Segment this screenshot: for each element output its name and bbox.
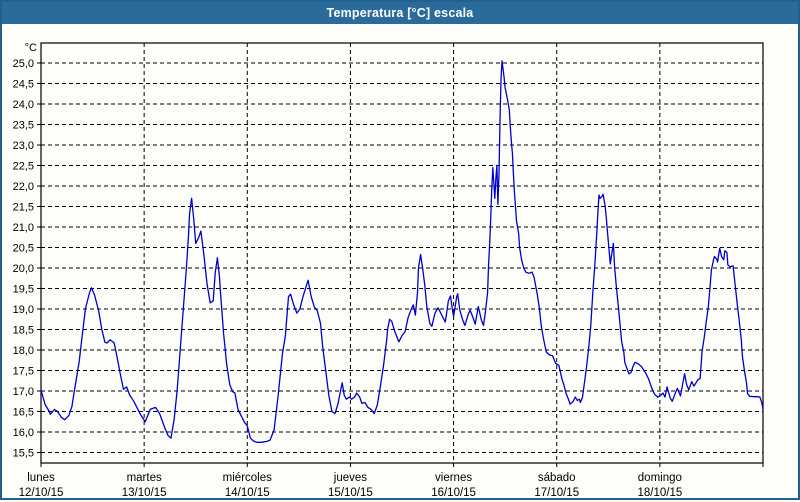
x-date-label: 16/10/15 (431, 487, 476, 499)
window-title: Temperatura [°C] escala (326, 6, 474, 20)
y-tick-label: 18,0 (13, 345, 34, 357)
y-tick-label: 16,0 (13, 427, 34, 439)
y-tick-label: 21,5 (13, 202, 34, 214)
x-day-label: viernes (435, 472, 472, 484)
x-day-label: martes (127, 472, 162, 484)
y-tick-label: 17,5 (13, 366, 34, 378)
y-tick-label: 24,5 (13, 79, 34, 91)
y-tick-label: 19,0 (13, 304, 34, 316)
x-day-label: miércoles (223, 472, 272, 484)
y-tick-label: 22,5 (13, 161, 34, 173)
y-tick-label: 21,0 (13, 222, 34, 234)
y-tick-label: 24,0 (13, 99, 34, 111)
x-day-label: sábado (538, 472, 576, 484)
x-date-label: 17/10/15 (534, 487, 579, 499)
y-tick-label: 23,5 (13, 120, 34, 132)
y-tick-label: 25,0 (13, 58, 34, 70)
x-date-label: 15/10/15 (328, 487, 373, 499)
y-tick-label: 15,5 (13, 448, 34, 460)
x-date-label: 14/10/15 (225, 487, 270, 499)
y-tick-label: 20,0 (13, 263, 34, 275)
y-tick-label: 23,0 (13, 140, 34, 152)
y-tick-label: 17,0 (13, 386, 34, 398)
y-tick-label: 18,5 (13, 325, 34, 337)
temperature-line (40, 60, 764, 443)
x-day-label: domingo (638, 472, 682, 484)
y-axis-unit-label: °C (25, 42, 37, 54)
x-date-label: 18/10/15 (637, 487, 682, 499)
y-tick-label: 22,0 (13, 181, 34, 193)
x-date-label: 12/10/15 (19, 487, 64, 499)
title-bar[interactable]: Temperatura [°C] escala (2, 2, 798, 24)
x-day-label: jueves (333, 472, 367, 484)
y-tick-label: 19,5 (13, 284, 34, 296)
y-tick-label: 16,5 (13, 407, 34, 419)
x-date-label: 13/10/15 (122, 487, 167, 499)
y-tick-label: 20,5 (13, 243, 34, 255)
x-day-label: lunes (27, 472, 55, 484)
plot-border (40, 42, 764, 464)
